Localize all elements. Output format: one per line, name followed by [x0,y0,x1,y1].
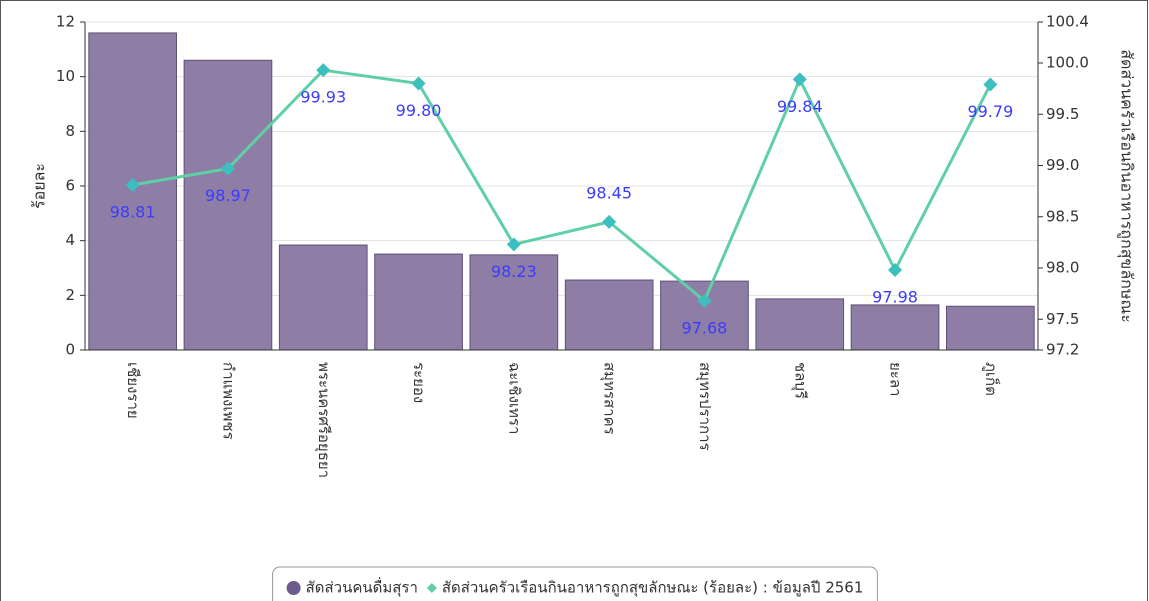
data-label: 97.98 [872,288,918,307]
y-tick-label: 6 [65,177,75,195]
y2-tick-label: 99.0 [1046,156,1079,174]
y-tick-label: 4 [65,231,75,249]
data-label: 97.68 [682,318,728,337]
y2-tick-label: 98.5 [1046,207,1079,225]
data-label: 99.79 [967,102,1013,121]
y-tick-label: 0 [65,341,75,359]
bar [374,253,463,351]
marker [888,263,903,278]
y-tick-label: 12 [56,13,75,31]
data-label: 99.93 [300,88,346,107]
x-tick-label: ระยอง [410,362,428,403]
data-label: 98.81 [110,202,156,221]
marker [316,63,331,78]
legend: สัดส่วนคนดื่มสุรา สัดส่วนครัวเรือนกินอาหา… [272,566,878,601]
line [132,68,992,304]
y2-tick-label: 98.0 [1046,259,1079,277]
legend-swatch [426,583,437,593]
x-tick-label: สมุทรสาคร [600,362,619,435]
marker [220,161,235,176]
legend-label: สัดส่วนคนดื่มสุรา [306,577,418,598]
y2-tick-label: 97.2 [1046,341,1079,359]
y2-tick-label: 100.0 [1046,54,1089,72]
bar [755,298,845,351]
bar [850,304,940,351]
marker [602,214,617,229]
legend-swatch [286,581,301,595]
bar [183,59,273,351]
data-label: 99.84 [777,97,823,116]
x-tick-label: ภูเก็ต [982,362,1001,396]
y2-tick-label: 99.5 [1046,105,1079,123]
y-tick-label: 10 [56,67,75,85]
x-tick-label: ฉะเชิงเทรา [505,362,523,434]
marker [697,293,712,308]
marker [411,76,426,91]
x-tick-label: พระนครศรีอยุธยา [314,362,333,478]
data-label: 98.23 [491,262,537,281]
legend-box [272,566,878,601]
marker [792,72,807,87]
bar [564,279,654,351]
marker [983,77,998,92]
x-tick-label: สมุทรปราการ [695,362,714,451]
data-label: 98.97 [205,186,251,205]
y-tick-label: 2 [65,286,75,304]
y2-axis-title: สัดส่วนครัวเรือนกินอาหารถูกสุขลักษณะ [1117,49,1137,323]
marker [125,177,140,192]
marker [506,237,521,252]
y-axis-title: ร้อยละ [30,163,49,209]
data-label: 98.45 [586,183,632,202]
y-tick-label: 8 [65,122,75,140]
bar [278,244,368,351]
x-tick-label: กำแพงเพชร [219,362,237,440]
x-tick-label: ยะลา [887,362,905,396]
legend-label: สัดส่วนครัวเรือนกินอาหารถูกสุขลักษณะ (ร้… [442,579,864,598]
bar [660,280,749,351]
bar [946,305,1035,351]
x-tick-label: ชลบุรี [790,362,809,399]
x-tick-label: เชียงราย [124,362,142,419]
y2-tick-label: 97.5 [1046,310,1079,328]
data-label: 99.80 [396,101,442,120]
y2-tick-label: 100.4 [1046,13,1089,31]
